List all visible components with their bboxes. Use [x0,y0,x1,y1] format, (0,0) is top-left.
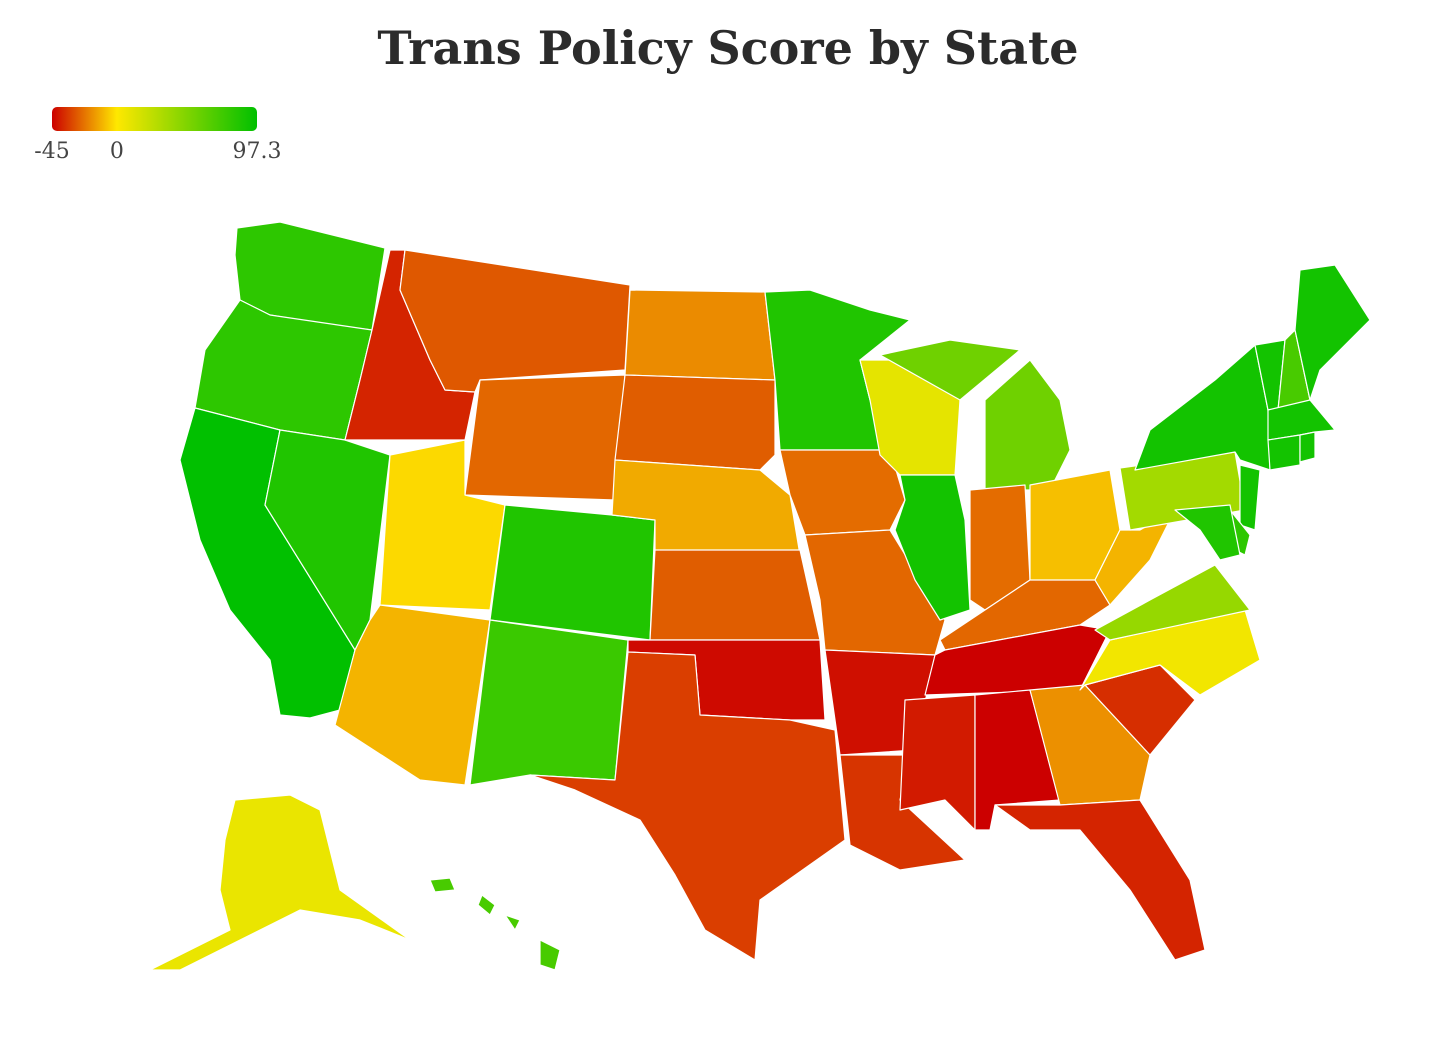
state [529,651,846,961]
state [464,374,626,501]
legend-bar [52,107,257,131]
legend-tick-label: -45 [34,139,69,164]
state [894,474,971,621]
state [614,374,776,471]
state [1299,431,1316,463]
state [539,939,561,971]
map-title: Trans Policy Score by State [377,21,1078,75]
state [1134,344,1271,471]
state [469,619,629,786]
state [879,339,1021,401]
state [334,604,491,786]
state [649,549,821,641]
state [1294,264,1371,401]
state [149,794,411,971]
state [489,504,656,641]
state [1094,564,1251,641]
state [1239,464,1261,531]
state [477,894,496,916]
state [1174,504,1241,561]
legend-tick-label: 0 [110,139,124,164]
state [624,289,776,381]
states [149,221,1371,971]
state [994,799,1206,961]
state [429,877,456,893]
state [779,449,906,536]
state [1029,684,1151,806]
state [984,359,1071,491]
legend-tick-label: 97.3 [233,139,282,164]
state [504,914,521,931]
state [1267,434,1301,471]
state [899,694,976,831]
